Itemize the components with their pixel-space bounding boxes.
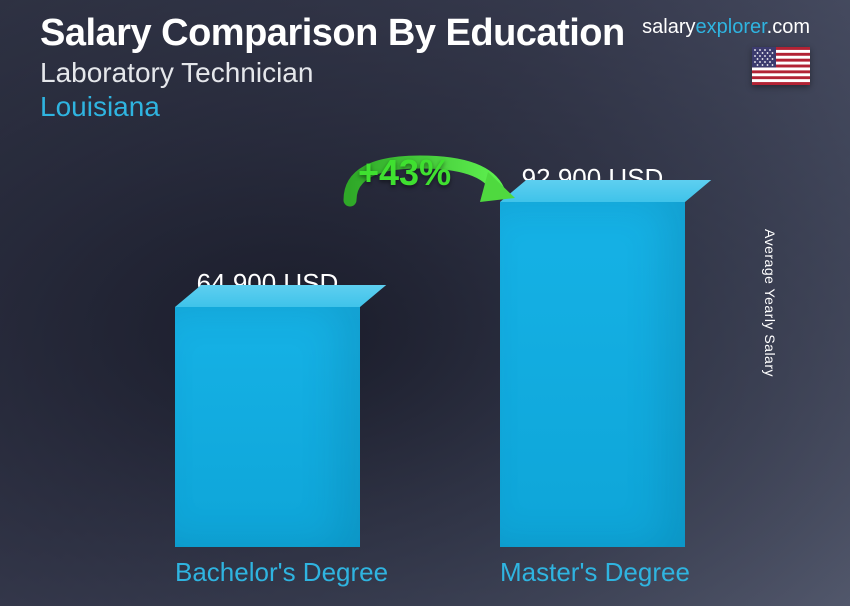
bar-0: 64,900 USDBachelor's Degree bbox=[175, 268, 360, 588]
brand-name: salaryexplorer.com bbox=[642, 16, 810, 39]
chart-area: 64,900 USDBachelor's Degree 92,900 USDMas… bbox=[0, 158, 850, 588]
chart-location: Louisiana bbox=[40, 91, 810, 123]
brand-suffix: .com bbox=[767, 16, 810, 38]
brand-accent: explorer bbox=[696, 16, 767, 38]
brand-block: salaryexplorer.com bbox=[642, 16, 810, 85]
increase-percentage: +43% bbox=[358, 152, 451, 194]
bar-category-label: Master's Degree bbox=[500, 557, 685, 588]
bar-shape bbox=[500, 202, 685, 547]
bar-1: 92,900 USDMaster's Degree bbox=[500, 163, 685, 588]
bar-shape bbox=[175, 307, 360, 547]
salary-comparison-infographic: Salary Comparison By Education Laborator… bbox=[0, 0, 850, 606]
brand-prefix: salary bbox=[642, 16, 695, 38]
flag-icon bbox=[752, 47, 810, 85]
bar-category-label: Bachelor's Degree bbox=[175, 557, 360, 588]
y-axis-label: Average Yearly Salary bbox=[762, 229, 778, 377]
